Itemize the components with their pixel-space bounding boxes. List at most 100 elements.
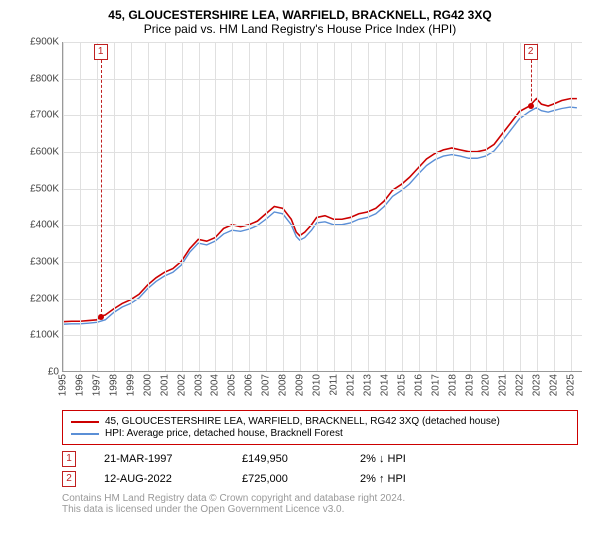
x-axis-label: 2005 [227,371,238,396]
x-axis-label: 2016 [413,371,424,396]
marker-vline [101,60,102,317]
transaction-row: 2 12-AUG-2022 £725,000 2% ↑ HPI [62,471,578,487]
gridline-v [436,42,437,371]
title-address: 45, GLOUCESTERSHIRE LEA, WARFIELD, BRACK… [12,8,588,22]
legend-swatch [71,421,99,423]
x-axis-label: 2004 [210,371,221,396]
gridline-v [131,42,132,371]
transaction-delta: 2% ↓ HPI [360,453,406,465]
chart-container: 45, GLOUCESTERSHIRE LEA, WARFIELD, BRACK… [0,0,600,560]
x-axis-label: 2000 [142,371,153,396]
x-axis-label: 2003 [193,371,204,396]
legend-swatch [71,433,99,435]
legend-box: 45, GLOUCESTERSHIRE LEA, WARFIELD, BRACK… [62,410,578,445]
x-axis-label: 2015 [396,371,407,396]
gridline-v [503,42,504,371]
x-axis-label: 2007 [261,371,272,396]
x-axis-label: 2021 [498,371,509,396]
legend-row: 45, GLOUCESTERSHIRE LEA, WARFIELD, BRACK… [71,416,569,427]
gridline-v [537,42,538,371]
x-axis-label: 2024 [549,371,560,396]
gridline-v [165,42,166,371]
x-axis-label: 2013 [362,371,373,396]
sale-dot [528,103,534,109]
x-axis-label: 2019 [464,371,475,396]
sale-dot [98,314,104,320]
gridline-v [300,42,301,371]
gridline-v [199,42,200,371]
y-axis-label: £500K [30,183,63,194]
gridline-v [402,42,403,371]
gridline-v [97,42,98,371]
gridline-v [63,42,64,371]
plot-box: £0£100K£200K£300K£400K£500K£600K£700K£80… [62,42,582,372]
gridline-v [520,42,521,371]
gridline-v [232,42,233,371]
legend-label: HPI: Average price, detached house, Brac… [105,428,343,439]
x-axis-label: 2011 [329,371,340,396]
transaction-date: 12-AUG-2022 [104,473,214,485]
gridline-v [571,42,572,371]
x-axis-label: 1999 [125,371,136,396]
attribution: Contains HM Land Registry data © Crown c… [62,493,578,515]
attribution-line: This data is licensed under the Open Gov… [62,504,578,515]
gridline-v [80,42,81,371]
x-axis-label: 2025 [566,371,577,396]
x-axis-label: 1998 [108,371,119,396]
transaction-delta: 2% ↑ HPI [360,473,406,485]
x-axis-label: 2002 [176,371,187,396]
gridline-v [266,42,267,371]
x-axis-label: 1995 [58,371,69,396]
gridline-v [419,42,420,371]
chart-area: £0£100K£200K£300K£400K£500K£600K£700K£80… [12,42,588,402]
y-axis-label: £800K [30,73,63,84]
x-axis-label: 2006 [244,371,255,396]
gridline-v [114,42,115,371]
series-line-hpi [63,107,577,324]
y-axis-label: £900K [30,37,63,48]
x-axis-label: 2008 [278,371,289,396]
gridline-v [554,42,555,371]
x-axis-label: 2017 [430,371,441,396]
attribution-line: Contains HM Land Registry data © Crown c… [62,493,578,504]
transaction-date: 21-MAR-1997 [104,453,214,465]
transaction-table: 1 21-MAR-1997 £149,950 2% ↓ HPI 2 12-AUG-2022… [62,451,578,487]
y-axis-label: £200K [30,293,63,304]
title-subtitle: Price paid vs. HM Land Registry's House … [12,22,588,36]
transaction-price: £149,950 [242,453,332,465]
transaction-row: 1 21-MAR-1997 £149,950 2% ↓ HPI [62,451,578,467]
gridline-v [148,42,149,371]
legend-label: 45, GLOUCESTERSHIRE LEA, WARFIELD, BRACK… [105,416,500,427]
y-axis-label: £300K [30,257,63,268]
x-axis-label: 1997 [91,371,102,396]
x-axis-label: 2012 [345,371,356,396]
series-line-price_paid [63,99,577,322]
x-axis-label: 2020 [481,371,492,396]
y-axis-label: £400K [30,220,63,231]
gridline-v [283,42,284,371]
marker-box: 1 [94,44,108,60]
gridline-v [182,42,183,371]
gridline-v [470,42,471,371]
transaction-price: £725,000 [242,473,332,485]
gridline-v [334,42,335,371]
y-axis-label: £100K [30,330,63,341]
y-axis-label: £600K [30,147,63,158]
marker-vline [531,60,532,106]
gridline-v [215,42,216,371]
x-axis-label: 2022 [515,371,526,396]
x-axis-label: 2009 [295,371,306,396]
gridline-v [351,42,352,371]
x-axis-label: 2001 [159,371,170,396]
gridline-v [249,42,250,371]
row-marker: 2 [62,471,76,487]
x-axis-label: 2018 [447,371,458,396]
row-marker: 1 [62,451,76,467]
gridline-v [317,42,318,371]
gridline-v [368,42,369,371]
y-axis-label: £700K [30,110,63,121]
gridline-v [486,42,487,371]
gridline-v [453,42,454,371]
gridline-v [385,42,386,371]
x-axis-label: 2014 [379,371,390,396]
